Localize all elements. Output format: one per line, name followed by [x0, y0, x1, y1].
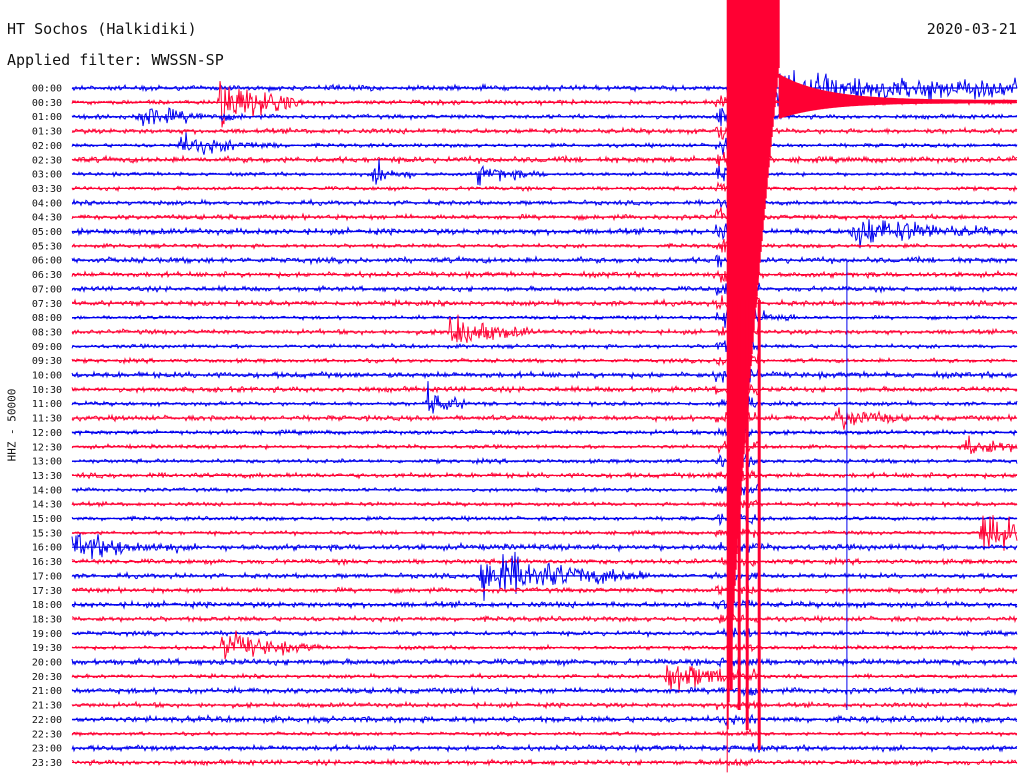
trace-tick-label: 06:30	[32, 270, 62, 281]
trace-tick-label: 23:00	[32, 744, 62, 755]
trace-line	[71, 55, 1018, 118]
trace-line	[71, 282, 1018, 299]
trace-line	[71, 353, 1018, 367]
trace-tick-label: 22:00	[32, 715, 62, 726]
trace-line	[71, 699, 1018, 711]
mainshock-signal	[726, 0, 1017, 773]
trace-tick-label: 07:00	[32, 284, 62, 295]
trace-tick-label: 09:00	[32, 342, 62, 353]
trace-tick-label: 00:30	[32, 98, 62, 109]
trace-tick-label: 02:30	[32, 155, 62, 166]
trace-tick-label: 04:30	[32, 213, 62, 224]
trace-line	[71, 665, 1018, 693]
trace-tick-label: 08:30	[32, 327, 62, 338]
trace-line	[71, 264, 1018, 283]
trace-tick-label: 13:30	[32, 471, 62, 482]
trace-line	[71, 179, 1018, 196]
trace-tick-label: 05:00	[32, 227, 62, 238]
trace-line	[71, 314, 1018, 343]
trace-tick-label: 12:30	[32, 442, 62, 453]
trace-tick-label: 21:30	[32, 701, 62, 712]
trace-line	[71, 435, 1018, 455]
trace-line	[71, 685, 1018, 697]
trace-tick-label: 14:30	[32, 500, 62, 511]
trace-tick-label: 15:30	[32, 528, 62, 539]
trace-tick-label: 10:00	[32, 371, 62, 382]
trace-tick-label: 05:30	[32, 241, 62, 252]
trace-line	[71, 383, 1018, 396]
trace-tick-label: 18:00	[32, 600, 62, 611]
trace-line	[71, 219, 1018, 249]
trace-line	[71, 727, 1018, 738]
trace-line	[71, 381, 1018, 414]
trace-tick-label: 00:00	[32, 84, 62, 95]
date-label: 2020-03-21	[926, 20, 1017, 38]
trace-tick-label: 21:00	[32, 686, 62, 697]
trace-tick-label: 07:30	[32, 299, 62, 310]
filter-label: Applied filter: WWSSN-SP	[7, 51, 224, 69]
trace-tick-label: 15:00	[32, 514, 62, 525]
trace-tick-label: 01:30	[32, 127, 62, 138]
trace-tick-label: 04:00	[32, 198, 62, 209]
trace-tick-label: 06:00	[32, 256, 62, 267]
trace-line	[71, 132, 1018, 155]
trace-tick-label: 22:30	[32, 729, 62, 740]
station-title: HT Sochos (Halkidiki)	[7, 20, 197, 38]
trace-tick-label: 10:30	[32, 385, 62, 396]
trace-line	[71, 627, 1018, 639]
trace-tick-label: 17:30	[32, 586, 62, 597]
trace-tick-label: 12:00	[32, 428, 62, 439]
trace-line	[71, 107, 1018, 129]
trace-tick-label: 17:00	[32, 571, 62, 582]
trace-tick-label: 23:30	[32, 758, 62, 769]
trace-tick-label: 01:00	[32, 112, 62, 123]
trace-tick-label: 19:00	[32, 629, 62, 640]
trace-tick-label: 03:30	[32, 184, 62, 195]
trace-tick-label: 14:00	[32, 485, 62, 496]
trace-line	[71, 194, 1018, 210]
trace-tick-label: 20:00	[32, 658, 62, 669]
trace-tick-label: 16:30	[32, 557, 62, 568]
trace-tick-label: 11:00	[32, 399, 62, 410]
trace-tick-label: 08:00	[32, 313, 62, 324]
trace-line	[71, 159, 1018, 186]
trace-tick-label: 16:00	[32, 543, 62, 554]
trace-tick-label: 19:30	[32, 643, 62, 654]
trace-tick-label: 13:00	[32, 457, 62, 468]
trace-tick-label: 18:30	[32, 614, 62, 625]
trace-line	[71, 151, 1018, 170]
trace-tick-label: 20:30	[32, 672, 62, 683]
trace-tick-label: 11:30	[32, 414, 62, 425]
trace-line	[71, 583, 1018, 596]
trace-line	[71, 251, 1018, 272]
trace-tick-label: 03:00	[32, 170, 62, 181]
trace-line	[71, 237, 1018, 253]
mainshock-envelope	[726, 0, 1017, 773]
trace-tick-label: 09:30	[32, 356, 62, 367]
trace-tick-label: 02:00	[32, 141, 62, 152]
